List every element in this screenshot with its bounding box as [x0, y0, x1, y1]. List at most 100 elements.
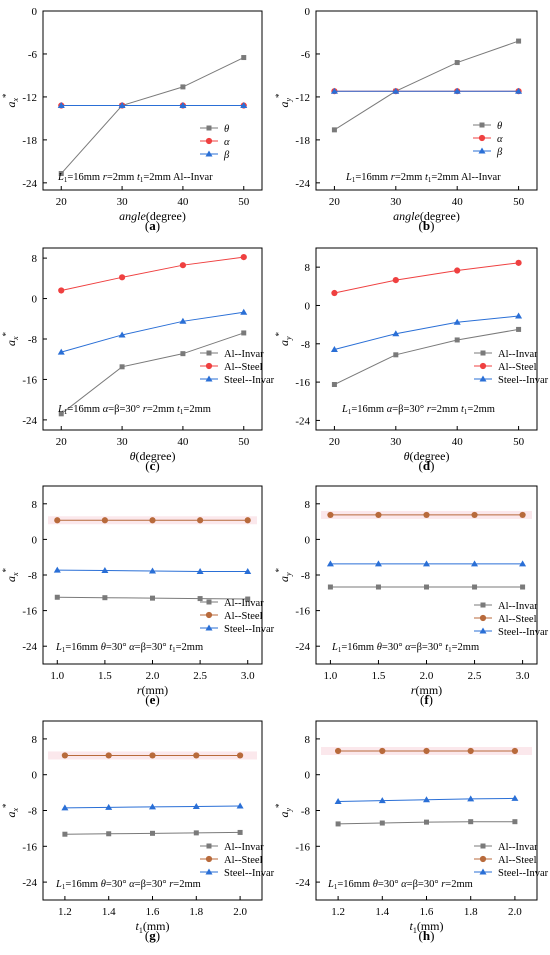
x-tick-label: 50: [513, 196, 525, 208]
data-point: [101, 517, 108, 524]
y-axis-label: ay*: [274, 803, 293, 818]
data-point: [102, 595, 108, 601]
data-point: [331, 382, 337, 387]
y-axis-label: ax*: [1, 93, 20, 108]
data-point: [58, 171, 64, 177]
y-tick-label: -8: [301, 339, 311, 351]
data-point: [423, 511, 430, 519]
legend-marker: [205, 137, 213, 145]
y-tick-label: 8: [32, 734, 38, 746]
y-tick-label: 0: [32, 770, 38, 782]
x-tick-label: 2.0: [233, 906, 247, 918]
y-tick-label: -16: [22, 606, 37, 618]
data-point: [105, 752, 112, 759]
x-tick-label: 20: [329, 436, 341, 448]
panel-caption: (f): [420, 692, 433, 707]
series-0: [331, 38, 522, 133]
y-tick-label: 8: [32, 499, 38, 511]
y-tick-label: 0: [305, 534, 311, 546]
data-point: [453, 318, 461, 325]
legend-marker: [479, 855, 487, 863]
y-axis-label: ay*: [274, 331, 293, 346]
y-tick-label: 8: [305, 499, 311, 511]
data-point: [392, 330, 400, 337]
data-point: [180, 351, 186, 357]
series-2: [53, 566, 252, 574]
data-point: [149, 752, 156, 759]
data-point: [179, 262, 187, 269]
data-point: [520, 584, 526, 590]
legend: θαβ: [473, 121, 503, 158]
chart-panel-h: 8 0 -8 -16 -24 1.2 1.4 1.6 1.8 2.0 t1(mm) ay* Al--In…: [274, 720, 549, 943]
data-point: [57, 348, 65, 355]
x-tick-label: 20: [56, 196, 68, 208]
series-2: [61, 802, 244, 811]
annotation: L1=16mm θ=30° α=β=30° r=2mm: [55, 879, 201, 891]
x-tick-label: 1.2: [331, 906, 345, 918]
plot-frame: [315, 247, 538, 431]
data-point: [515, 259, 522, 266]
y-tick-label: -16: [295, 606, 310, 618]
y-tick-label: -24: [22, 641, 37, 653]
data-point: [196, 567, 204, 574]
data-point: [237, 752, 244, 759]
data-point: [335, 747, 342, 755]
x-tick-label: 1.5: [98, 670, 112, 682]
data-point: [244, 567, 252, 574]
data-point: [197, 517, 204, 524]
data-point: [193, 830, 199, 836]
data-point: [54, 517, 61, 524]
x-axis-label: r(mm): [137, 683, 168, 697]
data-point: [149, 517, 156, 524]
data-point: [240, 254, 247, 261]
panel-caption: (e): [145, 692, 159, 707]
y-tick-label: -16: [295, 841, 310, 853]
legend: Al--Invar Al--Steel Steel--Invar: [474, 842, 549, 879]
data-point: [192, 802, 200, 809]
data-point: [375, 584, 381, 590]
series-line: [334, 40, 519, 131]
legend-marker: [206, 125, 212, 131]
legend-label: Steel--Invar: [224, 375, 275, 386]
data-point: [244, 517, 251, 524]
x-tick-label: 1.6: [420, 906, 434, 918]
data-point: [105, 803, 113, 810]
data-point: [516, 38, 522, 44]
legend-marker: [479, 122, 485, 128]
x-tick-label: 1.6: [146, 906, 160, 918]
y-tick-label: -16: [22, 841, 37, 853]
legend-marker: [478, 134, 486, 142]
annotation: L1=16mm α=β=30° r=2mm t1=2mm: [341, 404, 495, 416]
data-point: [57, 102, 65, 109]
y-tick-label: -12: [295, 92, 310, 104]
legend-marker: [206, 599, 212, 605]
panel-caption: (d): [419, 458, 435, 473]
legend: Al--Invar Al--Steel Steel--Invar: [474, 349, 549, 386]
panel-caption: (c): [145, 458, 159, 473]
legend-label: Al--Invar: [224, 349, 264, 360]
data-point: [179, 102, 187, 109]
data-point: [454, 267, 461, 274]
data-point: [240, 102, 248, 109]
legend-label: Al--Steel: [498, 855, 537, 866]
y-tick-label: -8: [301, 570, 311, 582]
x-tick-label: 50: [513, 436, 525, 448]
x-tick-label: 30: [390, 436, 402, 448]
y-tick-label: -18: [295, 135, 310, 147]
y-tick-label: -8: [28, 806, 38, 818]
legend-marker: [205, 611, 213, 619]
x-axis-label: angle(degree): [393, 209, 460, 223]
legend-label: Steel--Invar: [498, 375, 549, 386]
data-point: [61, 804, 69, 811]
legend-label: Al--Invar: [498, 842, 538, 853]
y-tick-label: -8: [28, 570, 38, 582]
data-point: [179, 317, 187, 324]
data-point: [467, 747, 474, 755]
series-2: [330, 312, 523, 353]
series-0: [58, 330, 247, 417]
data-point: [424, 819, 429, 825]
legend-marker: [479, 868, 487, 875]
data-point: [453, 87, 461, 94]
data-point: [334, 798, 342, 805]
data-point: [149, 803, 156, 810]
